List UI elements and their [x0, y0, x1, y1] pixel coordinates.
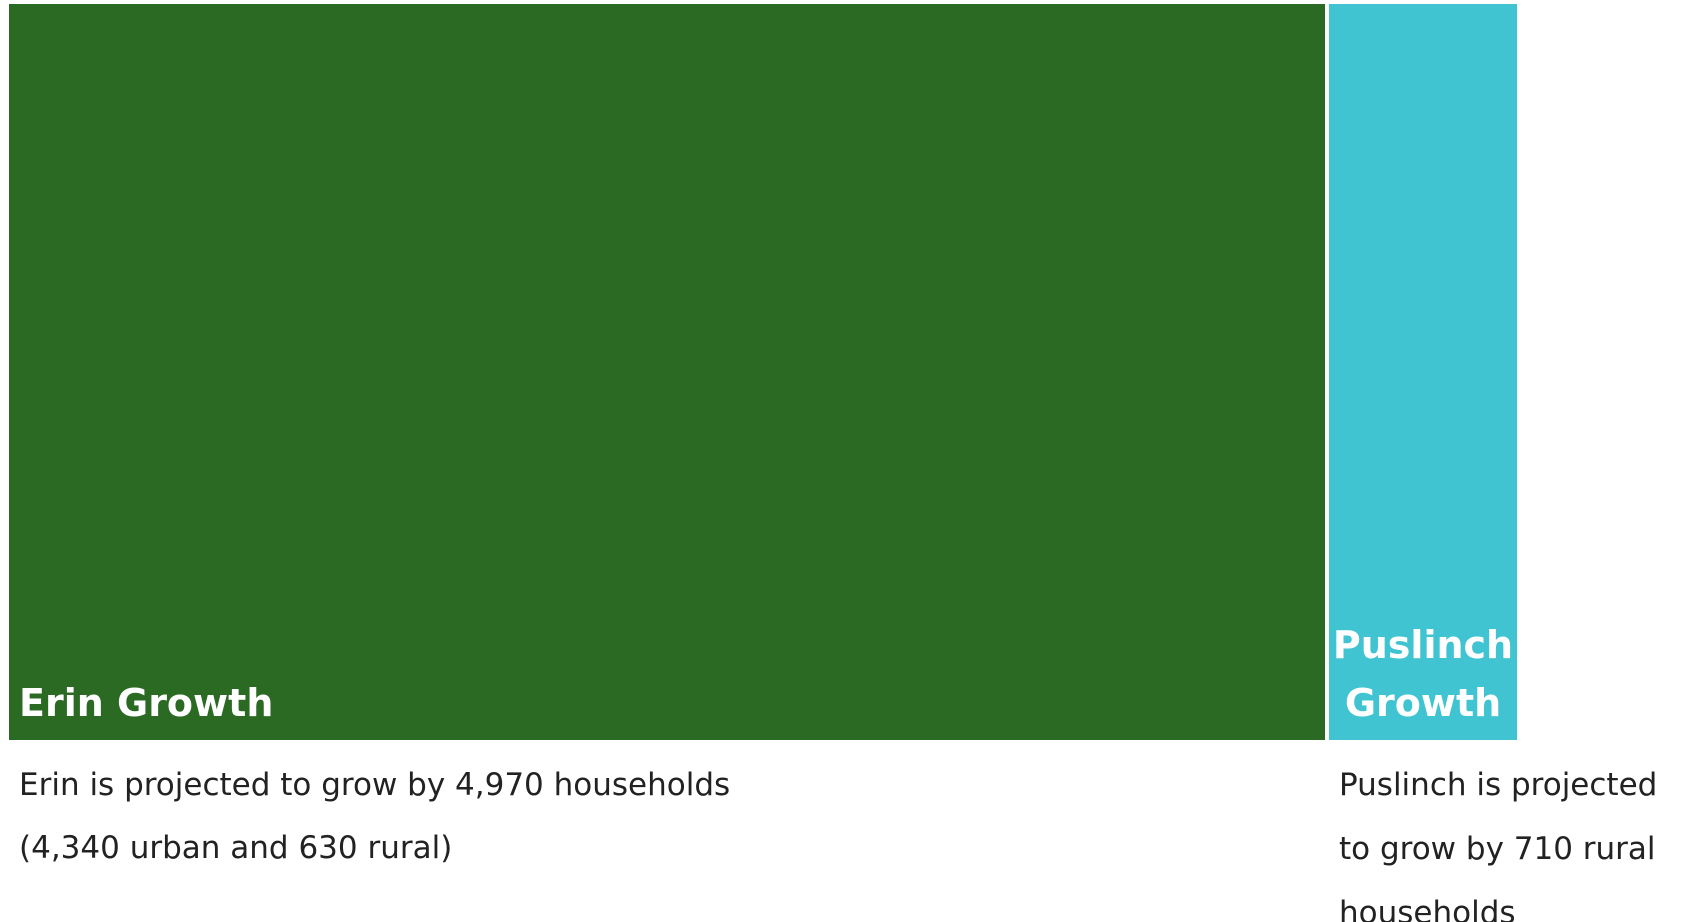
bar-label-0-line-0: Erin Growth — [19, 681, 273, 725]
caption-0-line-0: Erin is projected to grow by 4,970 house… — [19, 767, 730, 803]
bar-label-1-line-0: Puslinch — [1333, 623, 1513, 667]
caption-1-line-0: Puslinch is projected — [1339, 767, 1657, 803]
caption-1-line-2: households — [1339, 895, 1516, 922]
bar-1 — [1329, 4, 1517, 740]
caption-1-line-1: to grow by 710 rural — [1339, 831, 1656, 867]
caption-0-line-1: (4,340 urban and 630 rural) — [19, 830, 452, 866]
bar-0 — [9, 4, 1325, 740]
bar-label-1-line-1: Growth — [1345, 681, 1501, 725]
